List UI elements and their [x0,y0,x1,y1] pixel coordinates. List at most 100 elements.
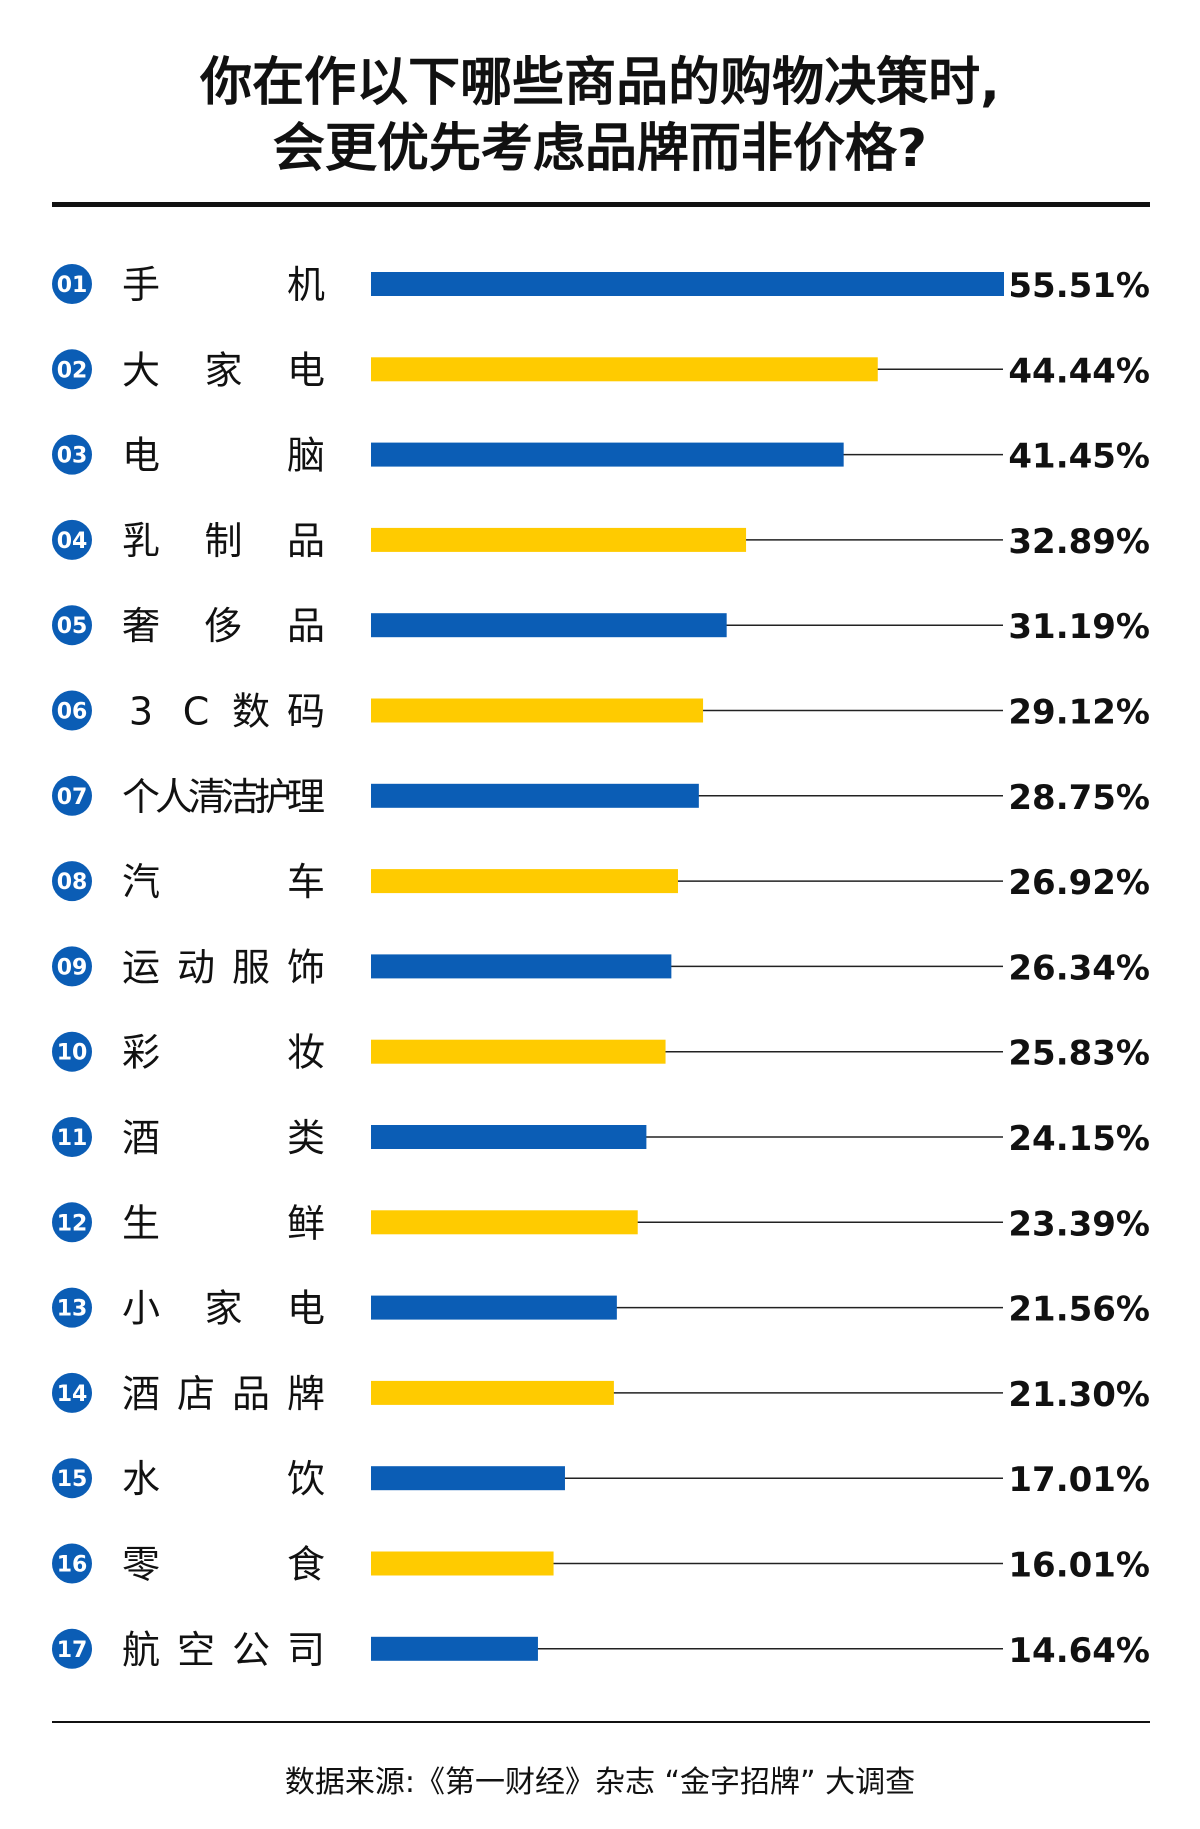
bar [371,272,1004,296]
value-label: 28.75% [1008,778,1150,818]
rank-badge [52,1287,92,1328]
category-label-char: 品 [287,604,325,648]
category-label-char: 电 [122,434,160,478]
value-label: 21.30% [1008,1375,1150,1415]
category-label-char: 店 [177,1372,215,1416]
value-label: 26.34% [1008,948,1150,988]
category-label-char: 奢 [122,604,160,648]
category-label-char: 品 [232,1372,270,1416]
rank-number: 04 [57,529,88,554]
category-label-char: 机 [287,263,325,307]
rank-badge [52,1628,92,1669]
category-label-char: 脑 [287,434,325,478]
category-label-char: 家 [204,1287,242,1331]
category-label-char: 司 [287,1628,325,1672]
rank-badge [52,1117,92,1157]
category-label-char: 妆 [287,1031,325,1075]
category-label-char: 类 [287,1116,325,1160]
rank-badge [52,1202,92,1243]
rank-badge [52,861,92,902]
rank-badge [52,1458,92,1499]
category-label-char: 手 [122,263,160,307]
bar [371,1039,666,1064]
rank-number: 05 [57,614,88,639]
rank-badge [52,690,92,731]
bar [371,869,678,894]
rank-number: 11 [57,1126,88,1151]
rank-number: 13 [57,1297,88,1322]
value-label: 16.01% [1008,1546,1150,1586]
category-label-char: 生 [122,1201,160,1245]
category-label-char: 护 [254,775,292,819]
category-label-char: 洁 [221,775,259,819]
source-note: 数据来源:《第一财经》杂志 “金字招牌” 大调查 [284,1765,916,1800]
category-label-char: 理 [287,775,325,819]
bar [371,357,878,382]
category-label-char: 侈 [204,604,242,648]
rank-number: 03 [57,444,88,469]
category-label-char: 彩 [122,1031,160,1075]
value-label: 14.64% [1008,1631,1150,1671]
category-label-char: 家 [204,348,242,392]
rank-number: 17 [57,1638,88,1663]
rank-badge [52,1031,92,1072]
category-label-char: 3 [129,690,153,734]
category-label-char: 大 [122,348,160,392]
value-label: 24.15% [1008,1119,1150,1159]
rank-number: 15 [57,1467,88,1492]
rank-number: 12 [57,1211,88,1236]
category-label-char: 运 [122,945,160,989]
category-label-char: 航 [122,1628,160,1672]
bar [371,698,704,723]
category-label-char: 乳 [122,519,160,563]
chart-title-line-1: 你在作以下哪些商品的购物决策时, [200,53,1000,113]
category-label-char: 汽 [122,860,160,904]
category-label-char: 饰 [287,945,325,989]
rank-badge [52,605,92,646]
rank-number: 06 [57,700,88,725]
top-divider [52,202,1150,207]
category-label-char: 制 [204,519,242,563]
rank-number: 10 [57,1041,88,1066]
bar [371,442,844,467]
category-label-char: 电 [287,348,325,392]
bottom-divider [52,1721,1150,1723]
value-label: 21.56% [1008,1290,1150,1330]
bar [371,527,747,552]
value-label: 55.51% [1008,266,1150,306]
bar [371,1636,538,1661]
category-label-char: 空 [177,1628,215,1672]
value-label: 29.12% [1008,693,1150,733]
category-label-char: 酒 [122,1372,160,1416]
rank-badge [52,946,92,987]
category-label-char: 个 [122,775,160,819]
category-label-char: 饮 [287,1457,325,1501]
value-label: 31.19% [1008,607,1150,647]
bar [371,1210,638,1235]
bar [371,1125,647,1149]
rank-number: 01 [57,273,88,298]
rank-badge [52,1543,92,1584]
rank-number: 09 [57,955,88,980]
category-label-char: 酒 [122,1116,160,1160]
bar [371,783,699,808]
rank-badge [52,775,92,816]
category-label-char: C [183,690,210,734]
value-label: 41.45% [1008,437,1150,477]
value-label: 23.39% [1008,1204,1150,1244]
category-label-char: 清 [188,775,226,819]
category-label-char: 车 [287,860,325,904]
bar [371,1380,614,1405]
bar [371,1295,617,1320]
bar [371,1466,565,1491]
category-label-char: 数 [232,690,270,734]
category-label-char: 电 [287,1287,325,1331]
category-label-char: 公 [232,1628,270,1672]
rank-badge [52,349,92,390]
category-label-char: 零 [122,1543,160,1587]
rank-badge [52,519,92,560]
value-label: 25.83% [1008,1034,1150,1074]
category-label-char: 小 [122,1287,160,1331]
category-label-char: 码 [287,690,325,734]
